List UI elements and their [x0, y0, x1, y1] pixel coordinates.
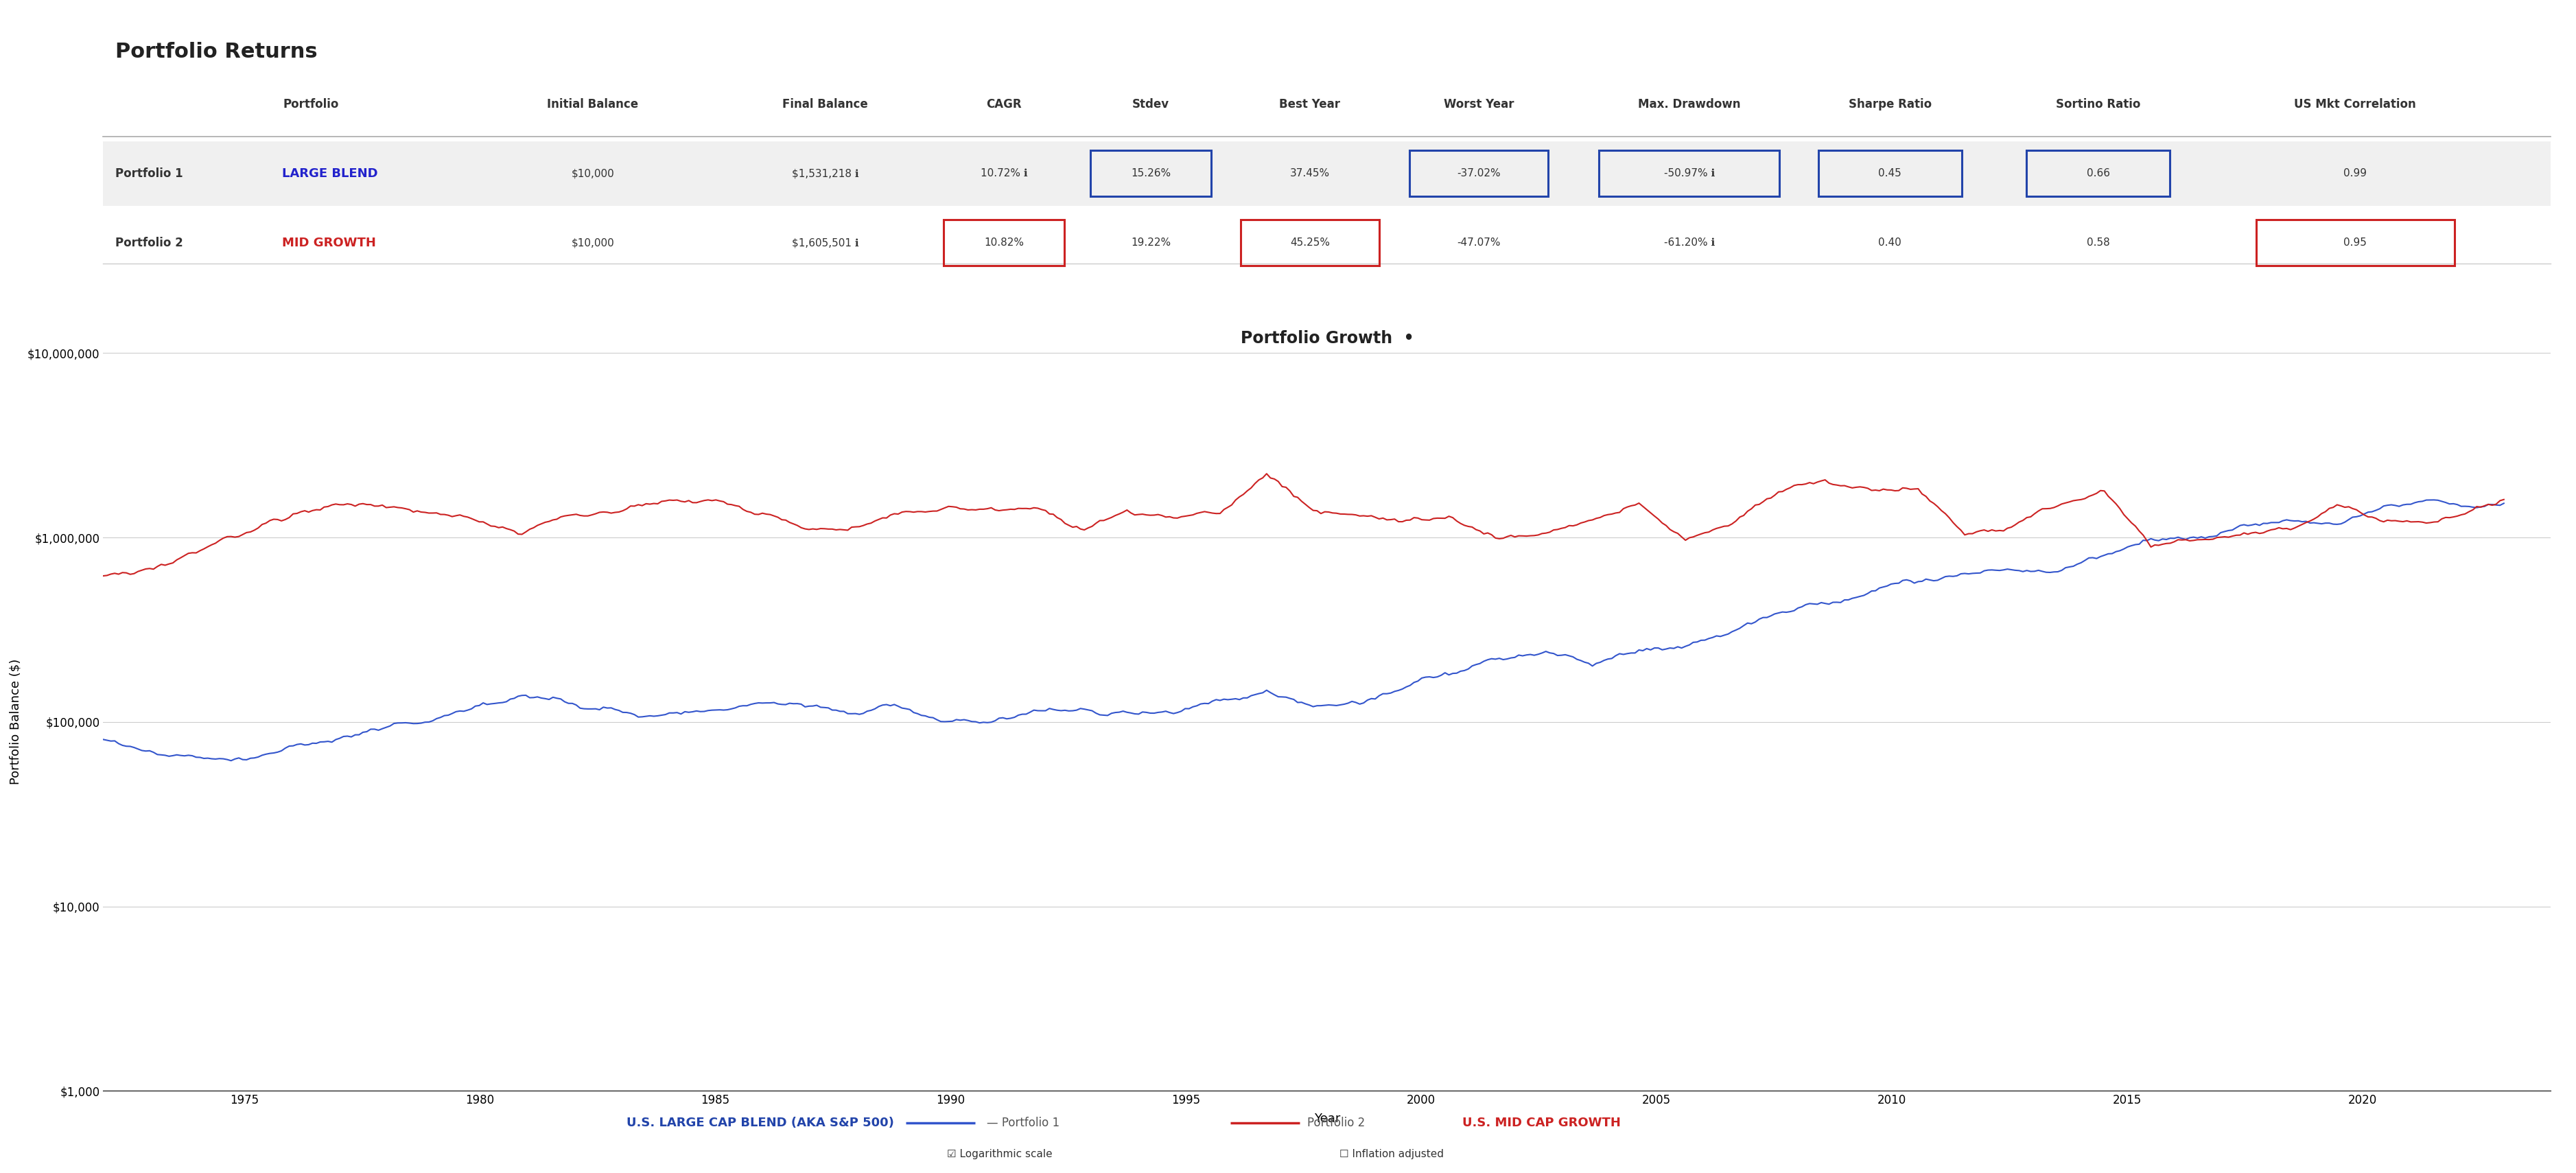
Bar: [103, 141, 2550, 205]
Text: 0.58: 0.58: [2087, 238, 2110, 248]
Text: Initial Balance: Initial Balance: [546, 99, 639, 110]
Text: Portfolio 2: Portfolio 2: [1306, 1117, 1365, 1128]
Text: 19.22%: 19.22%: [1131, 238, 1170, 248]
Text: — Portfolio 1: — Portfolio 1: [987, 1117, 1059, 1128]
Text: Portfolio 1: Portfolio 1: [116, 168, 183, 179]
Text: Worst Year: Worst Year: [1443, 99, 1515, 110]
Text: 15.26%: 15.26%: [1131, 169, 1170, 178]
Title: Portfolio Growth  •: Portfolio Growth •: [1239, 331, 1414, 347]
Text: ☑ Logarithmic scale: ☑ Logarithmic scale: [948, 1150, 1051, 1159]
Text: MID GROWTH: MID GROWTH: [281, 237, 376, 249]
Text: Final Balance: Final Balance: [783, 99, 868, 110]
Text: CAGR: CAGR: [987, 99, 1020, 110]
Text: Portfolio: Portfolio: [283, 99, 340, 110]
Text: 10.72% ℹ: 10.72% ℹ: [979, 169, 1028, 178]
Text: 0.45: 0.45: [1878, 169, 1901, 178]
Text: Best Year: Best Year: [1278, 99, 1340, 110]
Text: US Mkt Correlation: US Mkt Correlation: [2293, 99, 2416, 110]
Text: 10.82%: 10.82%: [984, 238, 1023, 248]
Text: Max. Drawdown: Max. Drawdown: [1638, 99, 1741, 110]
Text: 0.99: 0.99: [2342, 169, 2367, 178]
Y-axis label: Portfolio Balance ($): Portfolio Balance ($): [10, 659, 21, 785]
Text: Portfolio Returns: Portfolio Returns: [116, 42, 317, 62]
Text: -37.02%: -37.02%: [1455, 169, 1499, 178]
Text: Sortino Ratio: Sortino Ratio: [2056, 99, 2141, 110]
Text: LARGE BLEND: LARGE BLEND: [281, 168, 379, 179]
Text: U.S. LARGE CAP BLEND (AKA S&P 500): U.S. LARGE CAP BLEND (AKA S&P 500): [626, 1117, 894, 1128]
Text: 37.45%: 37.45%: [1291, 169, 1329, 178]
Text: 0.95: 0.95: [2342, 238, 2367, 248]
Text: 0.66: 0.66: [2087, 169, 2110, 178]
Text: 0.40: 0.40: [1878, 238, 1901, 248]
Text: U.S. MID CAP GROWTH: U.S. MID CAP GROWTH: [1463, 1117, 1620, 1128]
Text: Sharpe Ratio: Sharpe Ratio: [1847, 99, 1932, 110]
Text: $1,605,501 ℹ: $1,605,501 ℹ: [791, 238, 858, 248]
Text: $10,000: $10,000: [572, 238, 613, 248]
Text: Stdev: Stdev: [1131, 99, 1170, 110]
Text: 45.25%: 45.25%: [1291, 238, 1329, 248]
Text: $1,531,218 ℹ: $1,531,218 ℹ: [791, 169, 858, 178]
Text: $10,000: $10,000: [572, 169, 613, 178]
Text: Portfolio 2: Portfolio 2: [116, 237, 183, 249]
X-axis label: Year: Year: [1314, 1112, 1340, 1125]
Text: -50.97% ℹ: -50.97% ℹ: [1664, 169, 1713, 178]
Text: -47.07%: -47.07%: [1455, 238, 1499, 248]
Text: -61.20% ℹ: -61.20% ℹ: [1664, 238, 1713, 248]
Text: ☐ Inflation adjusted: ☐ Inflation adjusted: [1340, 1150, 1443, 1159]
